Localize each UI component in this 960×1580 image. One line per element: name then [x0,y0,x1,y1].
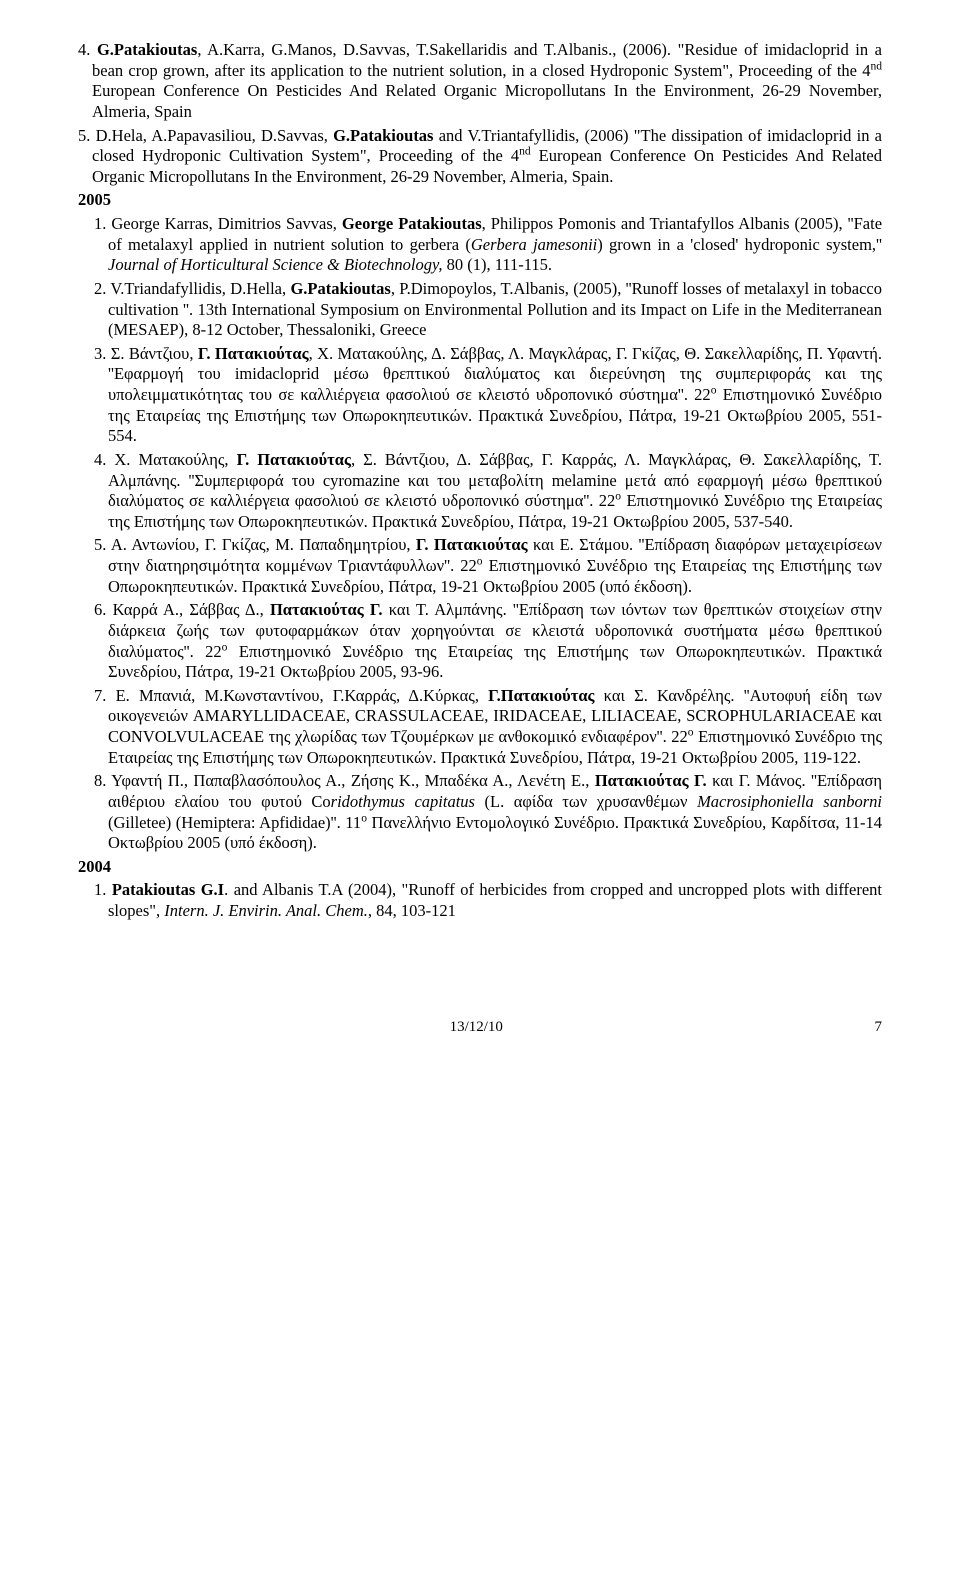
num: 5. [78,126,96,145]
author-bold: Πατακιούτας Γ. [595,771,707,790]
text: (L. αφίδα των χρυσανθέμων [475,792,697,811]
italic: ridothymus capitatus [331,792,475,811]
num: 8. [94,771,111,790]
ref-2004-1: 1. Patakioutas G.I. and Albanis T.A (200… [108,880,882,921]
ref-2005-4: 4. Χ. Ματακούλης, Γ. Πατακιούτας, Σ. Βάν… [108,450,882,533]
text: Υφαντή Π., Παπαβλασόπουλος Α., Ζήσης Κ.,… [111,771,595,790]
text: , A.Karra, G.Manos, D.Savvas, T.Sakellar… [92,40,882,80]
italic: Gerbera jamesonii [471,235,597,254]
text: D.Hela, A.Papavasiliou, D.Savvas, [96,126,333,145]
num: 7. [94,686,116,705]
author-bold: Γ. Πατακιούτας [237,450,351,469]
author-bold: G.Patakioutas [333,126,433,145]
ref-2005-7: 7. Ε. Μπανιά, Μ.Κωνσταντίνου, Γ.Καρράς, … [108,686,882,769]
sup: nd [519,146,531,158]
text: Χ. Ματακούλης, [114,450,236,469]
ref-2005-5: 5. Α. Αντωνίου, Γ. Γκίζας, Μ. Παπαδημητρ… [108,535,882,597]
ref-2005-2: 2. V.Triandafyllidis, D.Hella, G.Patakio… [108,279,882,341]
ref-2006-5: 5. D.Hela, A.Papavasiliou, D.Savvas, G.P… [92,126,882,188]
italic: Journal of Horticultural Science & Biote… [108,255,443,274]
year-2004: 2004 [78,857,882,878]
ref-2005-8: 8. Υφαντή Π., Παπαβλασόπουλος Α., Ζήσης … [108,771,882,854]
text: European Conference On Pesticides And Re… [92,81,882,121]
footer-page-number: 7 [875,1018,883,1037]
sup: nd [870,60,882,72]
author-bold: Γ.Πατακιούτας [488,686,594,705]
num: 6. [94,600,113,619]
text: 80 (1), 111-115. [443,255,553,274]
ref-2005-1: 1. George Karras, Dimitrios Savvas, Geor… [108,214,882,276]
page-footer: 13/12/10 7 [78,1018,882,1037]
year-2005: 2005 [78,190,882,211]
num: 4. [78,40,97,59]
num: 1. [94,214,111,233]
text: Καρρά Α., Σάββας Δ., [113,600,270,619]
text: V.Triandafyllidis, D.Hella, [110,279,290,298]
ref-2005-3: 3. Σ. Βάντζιου, Γ. Πατακιούτας, Χ. Ματακ… [108,344,882,447]
num: 2. [94,279,110,298]
num: 1. [94,880,112,899]
author-bold: Γ. Πατακιούτας [198,344,309,363]
ref-2006-4: 4. G.Patakioutas, A.Karra, G.Manos, D.Sa… [92,40,882,123]
num: 3. [94,344,111,363]
author-bold: G.Patakioutas [290,279,390,298]
text: , 84, 103-121 [368,901,456,920]
num: 5. [94,535,111,554]
num: 4. [94,450,114,469]
author-bold: Πατακιούτας Γ. [270,600,383,619]
author-bold: George Patakioutas [342,214,482,233]
italic: Intern. J. Envirin. Anal. Chem. [164,901,368,920]
text: Α. Αντωνίου, Γ. Γκίζας, Μ. Παπαδημητρίου… [111,535,416,554]
footer-date: 13/12/10 [450,1019,503,1035]
text: Σ. Βάντζιου, [111,344,198,363]
italic: Macrosiphoniella sanborni [697,792,882,811]
text: ) grown in a 'closed' hydroponic system,… [597,235,882,254]
text: George Karras, Dimitrios Savvas, [111,214,342,233]
author-bold: Γ. Πατακιούτας [416,535,528,554]
author-bold: G.Patakioutas [97,40,197,59]
author-bold: Patakioutas G.I [112,880,224,899]
text: (Gilletee) (Hemiptera: Apfididae)''. 11 [108,813,361,832]
text: Ε. Μπανιά, Μ.Κωνσταντίνου, Γ.Καρράς, Δ.Κ… [116,686,489,705]
page-content: 4. G.Patakioutas, A.Karra, G.Manos, D.Sa… [0,0,960,1066]
ref-2005-6: 6. Καρρά Α., Σάββας Δ., Πατακιούτας Γ. κ… [108,600,882,683]
